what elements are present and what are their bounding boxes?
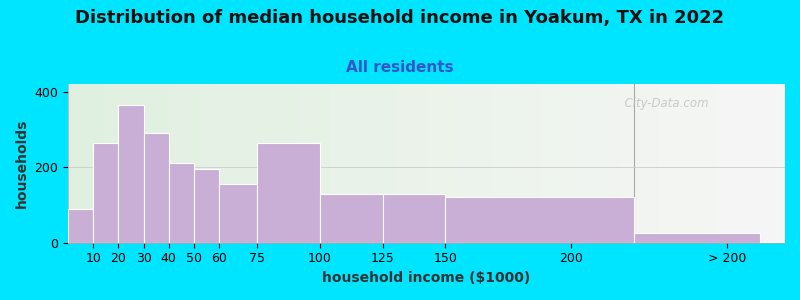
- Bar: [382, 194, 446, 243]
- X-axis label: household income ($1000): household income ($1000): [322, 271, 530, 285]
- Bar: [320, 194, 382, 243]
- Bar: [257, 142, 320, 243]
- Bar: [144, 133, 169, 243]
- Text: Distribution of median household income in Yoakum, TX in 2022: Distribution of median household income …: [75, 9, 725, 27]
- Bar: [446, 197, 634, 243]
- Text: All residents: All residents: [346, 60, 454, 75]
- Bar: [194, 169, 219, 243]
- Bar: [118, 105, 144, 243]
- Y-axis label: households: households: [15, 119, 29, 208]
- Bar: [219, 184, 257, 243]
- Bar: [169, 164, 194, 243]
- Text: City-Data.com: City-Data.com: [618, 97, 709, 110]
- Bar: [634, 233, 760, 243]
- Bar: [68, 209, 94, 243]
- Bar: [94, 142, 118, 243]
